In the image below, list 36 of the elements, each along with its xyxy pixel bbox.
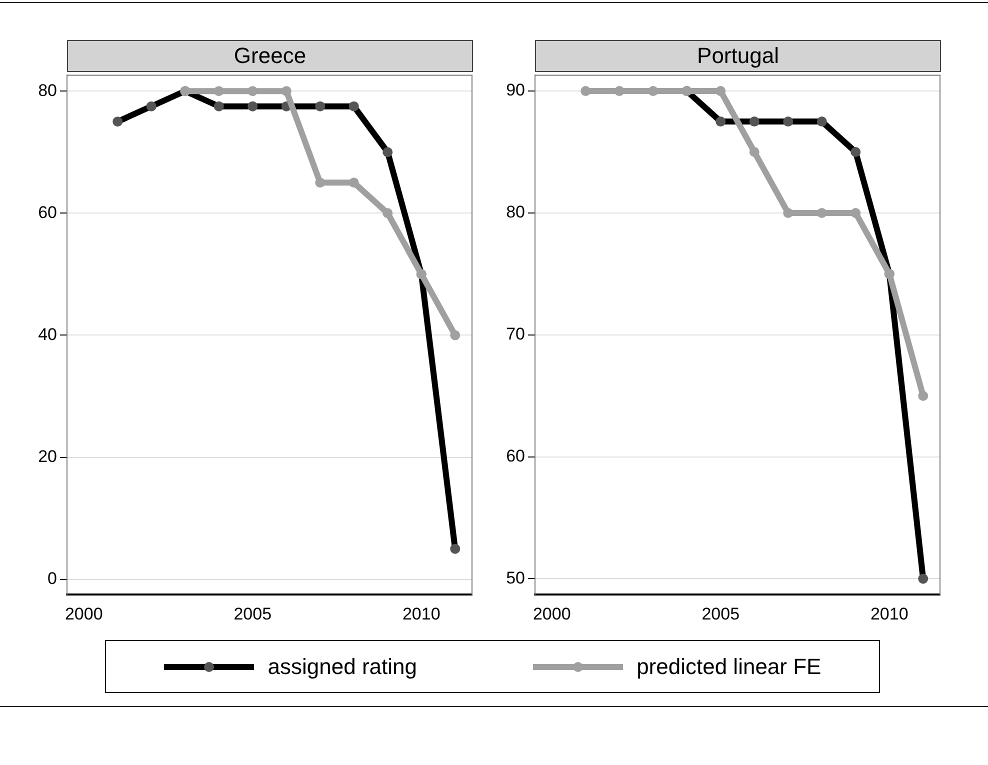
point: [918, 390, 928, 401]
chart-title: Portugal: [535, 40, 941, 72]
point: [648, 86, 658, 96]
point: [850, 208, 861, 218]
point: [816, 208, 827, 218]
point: [281, 86, 292, 96]
y-tick-label: 70: [506, 324, 525, 344]
point: [749, 147, 760, 158]
point: [214, 86, 224, 96]
chart-title: Greece: [67, 40, 473, 72]
y-tick-label: 40: [38, 324, 57, 344]
y-tick-label: 60: [38, 202, 57, 222]
x-tick-label: 2005: [702, 604, 740, 624]
y-tick-label: 20: [38, 446, 57, 466]
x-tick-label: 2010: [870, 604, 908, 624]
point: [348, 178, 359, 188]
point: [382, 208, 393, 218]
y-tick-label: 0: [48, 569, 57, 588]
point: [614, 86, 624, 96]
x-tick-label: 2005: [234, 604, 272, 624]
point: [450, 330, 460, 340]
point: [783, 208, 794, 218]
point: [716, 86, 726, 96]
y-tick-label: 90: [506, 80, 525, 100]
y-tick-label: 80: [506, 202, 525, 222]
x-tick-label: 2000: [532, 604, 571, 624]
y-tick-label: 50: [506, 568, 525, 588]
legend-label: predicted linear FE: [636, 654, 822, 680]
x-tick-label: 2000: [64, 604, 103, 624]
point: [315, 178, 326, 188]
y-tick-label: 80: [38, 80, 57, 100]
x-tick-label: 2010: [402, 604, 440, 624]
point: [248, 86, 258, 96]
legend-label: assigned rating: [268, 654, 417, 680]
y-tick-label: 60: [506, 446, 525, 466]
point: [580, 86, 591, 96]
